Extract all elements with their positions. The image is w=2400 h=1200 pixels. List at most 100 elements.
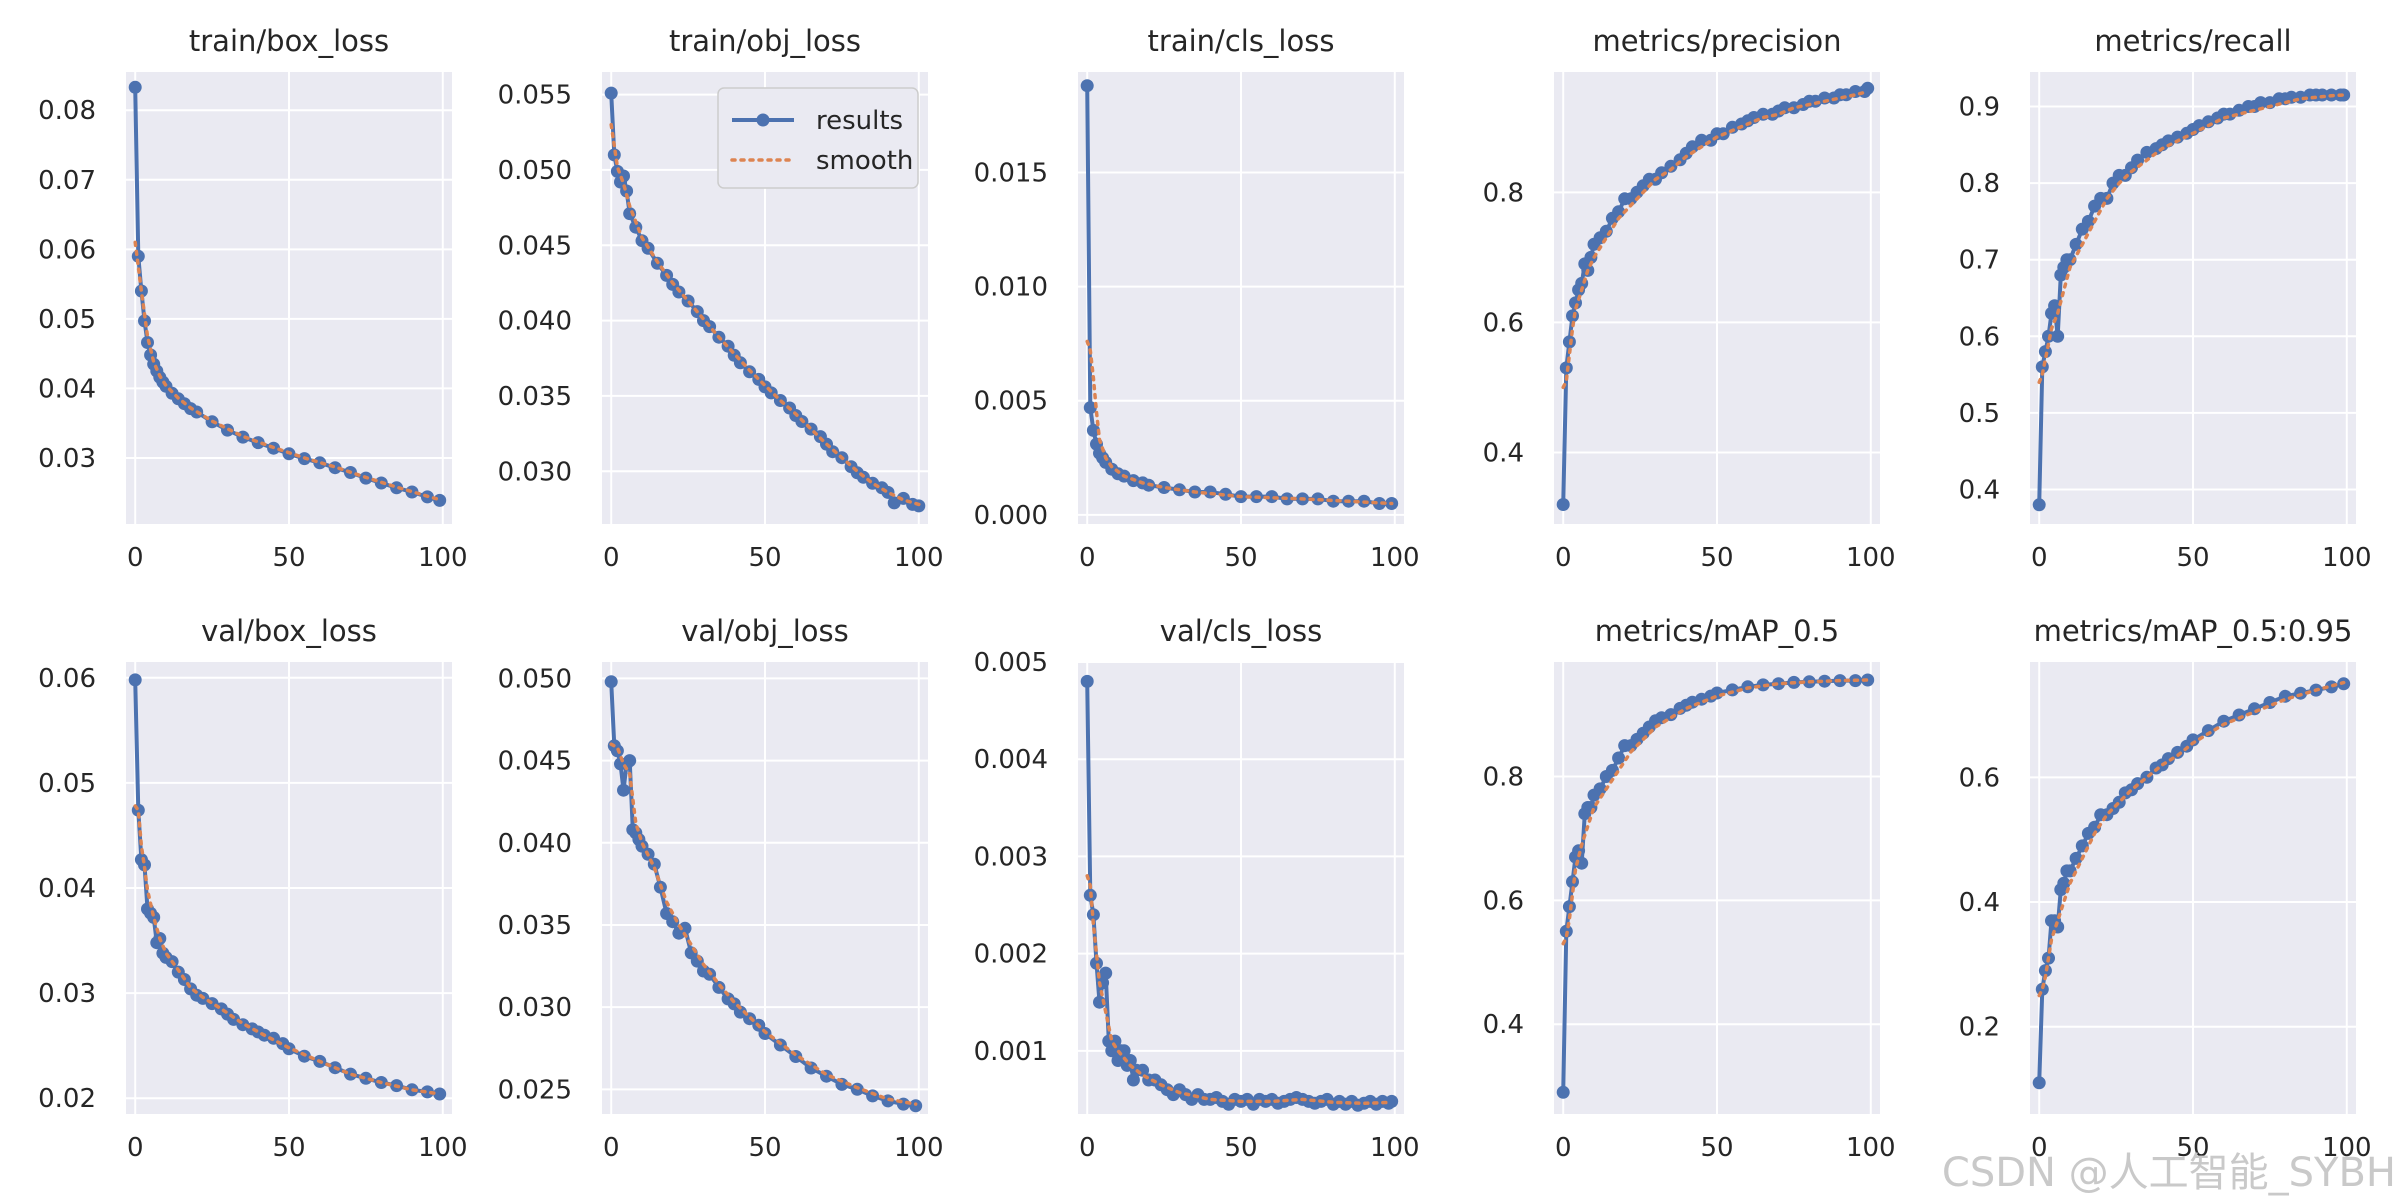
y-tick-label: 0.050 [498,156,572,186]
y-tick-label: 0.002 [974,940,1048,970]
results-point [1099,966,1113,980]
y-tick-label: 0.8 [1483,763,1524,793]
x-tick-label: 50 [272,543,305,573]
y-tick-label: 0.06 [38,664,96,694]
results-point [128,80,142,94]
chart-panel-val-obj-loss: 0 50 100 0.025 0.030 0.035 0.040 0.045 0.050 val/… [498,614,944,1163]
y-tick-label: 0.001 [974,1037,1048,1067]
results-point [617,783,630,797]
chart-panel-train-cls-loss: 0 50 100 0.000 0.005 0.010 0.015 train/cls_loss [974,24,1420,573]
chart-panel-metrics-precision: 0 50 100 0.4 0.6 0.8 metrics/precision [1483,24,1896,573]
x-tick-label: 50 [2176,543,2209,573]
chart-panel-metrics-map-0-5: 0 50 100 0.4 0.6 0.8 metrics/mAP_0.5 [1483,614,1896,1163]
results-point [1685,140,1699,154]
results-point [433,1087,447,1101]
x-tick-label: 100 [1846,1133,1896,1163]
results-point [1772,677,1785,691]
watermark-text: CSDN @人工智能_SYBH [1941,1150,2396,1196]
results-point [2088,820,2102,834]
results-point [604,86,618,100]
results-point [2069,237,2083,251]
x-tick-label: 50 [1700,1133,1733,1163]
chart-title: metrics/mAP_0.5:0.95 [2034,614,2353,648]
y-tick-label: 0.06 [38,235,96,265]
results-point [2171,745,2185,759]
y-tick-label: 0.6 [1483,886,1524,916]
y-tick-label: 0.003 [974,842,1048,872]
results-point [2081,214,2095,228]
results-point [1265,490,1279,504]
y-tick-label: 0.050 [498,664,572,694]
y-tick-label: 0.000 [974,501,1048,531]
y-tick-label: 0.040 [498,307,572,337]
x-tick-label: 0 [603,1133,620,1163]
y-tick-label: 0.5 [1959,399,2000,429]
x-tick-label: 50 [748,1133,781,1163]
y-tick-label: 0.4 [1959,888,2000,918]
results-point [1612,751,1626,765]
chart-title: metrics/recall [2094,24,2291,58]
results-point [405,485,419,499]
results-point [1219,487,1233,501]
legend-smooth-label: smooth [816,146,913,176]
results-point [1593,782,1607,796]
y-tick-label: 0.07 [38,166,96,196]
y-tick-label: 0.045 [498,747,572,777]
results-point [128,673,142,687]
y-tick-label: 0.025 [498,1075,572,1105]
results-point [2069,851,2083,865]
results-point [623,754,637,768]
y-tick-label: 0.04 [38,874,96,904]
y-tick-label: 0.040 [498,829,572,859]
y-tick-label: 0.005 [974,648,1048,678]
results-point [1372,497,1386,510]
legend-box [717,87,919,189]
chart-panel-metrics-recall: 0 50 100 0.4 0.5 0.6 0.7 0.8 0.9 metrics/recall [1959,24,2372,573]
y-tick-label: 0.6 [1483,308,1524,338]
results-point [1695,133,1709,147]
smooth-line [1561,678,1870,946]
results-point [1655,166,1669,180]
results-point [1861,81,1875,95]
results-point [678,921,692,935]
smooth-line [609,122,921,507]
y-tick-label: 0.015 [974,158,1048,188]
results-point [138,858,151,872]
y-tick-label: 0.8 [1483,178,1524,208]
smooth-line [2037,93,2346,385]
results-point [420,1085,434,1099]
chart-title: train/obj_loss [669,24,861,58]
chart-panel-val-cls-loss: 0 50 100 0.001 0.002 0.003 0.004 0.005 val/cls_l… [974,614,1420,1163]
x-tick-label: 0 [2031,1133,2048,1163]
y-tick-label: 0.035 [498,911,572,941]
results-point [433,493,447,507]
x-tick-label: 50 [1224,1133,1257,1163]
x-tick-label: 100 [894,543,944,573]
y-tick-label: 0.9 [1959,92,2000,122]
chart-panel-train-obj-loss: 0 50 100 0.030 0.035 0.040 0.045 0.050 0.055 trai… [498,24,944,573]
y-tick-label: 0.6 [1959,322,2000,352]
results-point [804,1061,818,1075]
results-point [1664,708,1678,722]
smooth-line [1561,89,1870,390]
chart-title: val/box_loss [201,614,377,648]
results-point [1123,1054,1137,1067]
smooth-line [2037,680,2346,998]
y-tick-label: 0.02 [38,1084,96,1114]
results-point [712,980,726,994]
results-point [1556,1085,1570,1099]
chart-title: val/obj_loss [681,614,849,648]
chart-panel-train-box-loss: 0 50 100 0.03 0.04 0.05 0.06 0.07 0.08 train/box_… [38,24,467,573]
results-point [2057,876,2071,890]
chart-title: train/cls_loss [1148,24,1335,58]
y-tick-label: 0.04 [38,374,96,404]
smooth-line [133,804,442,1096]
legend-results-marker [756,113,770,127]
smooth-line [1085,874,1394,1106]
y-tick-label: 0.005 [974,387,1048,417]
y-tick-label: 0.030 [498,993,572,1023]
x-tick-label: 0 [1555,1133,1572,1163]
results-point [2217,714,2231,728]
chart-title: train/box_loss [189,24,389,58]
results-point [359,1071,373,1085]
